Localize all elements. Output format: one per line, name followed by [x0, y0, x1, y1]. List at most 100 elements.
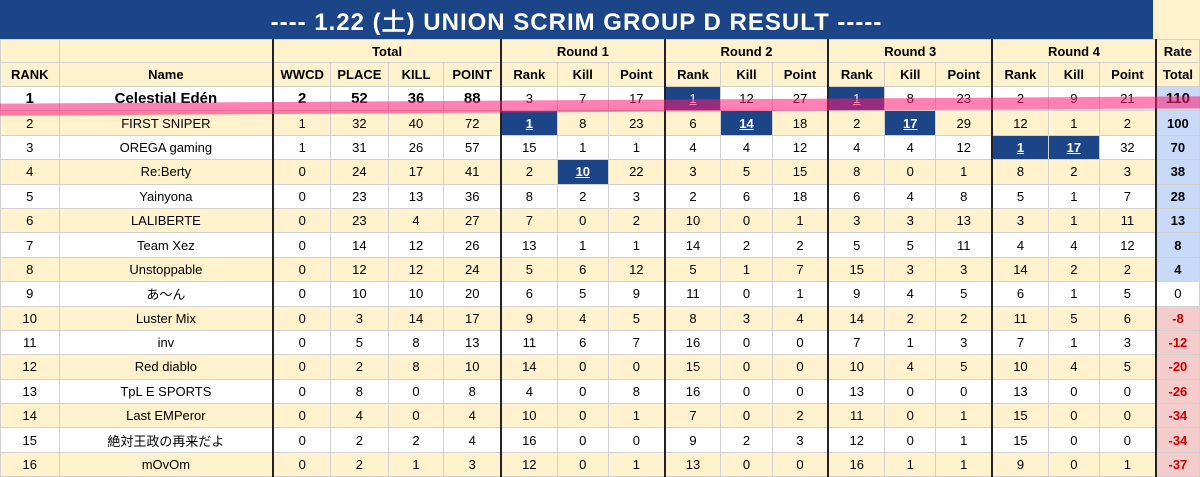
place-cell: 23 [330, 183, 389, 209]
round3-kill-cell: 3 [884, 207, 937, 234]
kill-cell: 0 [387, 378, 445, 405]
team-name-cell: Team Xez [58, 232, 274, 258]
round4-kill-cell: 1 [1047, 329, 1101, 356]
round4-point-cell: 0 [1099, 378, 1157, 405]
rate-total-cell: 38 [1154, 159, 1200, 185]
round2-kill-cell: 5 [720, 159, 773, 185]
round4-kill-cell: 0 [1047, 378, 1101, 405]
group-blank [58, 39, 274, 63]
rank-cell: 15 [0, 427, 60, 453]
col-r1-rank: Rank [499, 62, 558, 87]
round4-rank-cell: 2 [991, 85, 1049, 112]
round1-rank-cell: 11 [499, 329, 558, 356]
table-row: 8 Unstoppable 0 12 12 24 5 6 12 5 1 7 15 3 3 14 2 2 4 [0, 256, 1200, 283]
round3-kill-cell: 0 [884, 159, 937, 185]
round2-kill-cell: 6 [720, 183, 773, 209]
team-name-cell: inv [58, 329, 274, 356]
round3-rank-cell: 8 [827, 159, 886, 185]
round1-rank-cell: 13 [499, 232, 558, 258]
rank-cell: 3 [0, 134, 60, 161]
round4-point-cell: 7 [1099, 183, 1157, 209]
table-row: 15 絶対王政の再来だよ 0 2 2 4 16 0 0 9 2 3 12 0 1 15 0 0 -34 [0, 427, 1200, 453]
round1-kill-cell: 1 [556, 232, 609, 258]
round4-kill-cell: 17 [1047, 134, 1101, 161]
rank-cell: 9 [0, 281, 60, 307]
round3-point-cell: 11 [935, 232, 993, 258]
kill-cell: 12 [387, 256, 445, 283]
round3-rank-cell: 9 [827, 281, 886, 307]
rate-total-cell: -37 [1154, 451, 1200, 477]
rate-total-cell: -12 [1154, 329, 1200, 356]
round2-kill-cell: 0 [720, 207, 773, 234]
round3-kill-cell: 4 [884, 183, 937, 209]
group-header-row: Total Round 1 Round 2 Round 3 Round 4 Ra… [0, 39, 1200, 63]
round3-rank-cell: 6 [827, 183, 886, 209]
round3-kill-cell: 17 [884, 110, 937, 136]
round4-point-cell: 5 [1099, 281, 1157, 307]
round3-rank-cell: 16 [827, 451, 886, 477]
round4-point-cell: 5 [1099, 354, 1157, 380]
round1-kill-cell: 0 [556, 354, 609, 380]
team-name-cell: Last EMPeror [58, 403, 274, 429]
banner-filler [1153, 0, 1200, 39]
table-row: 3 OREGA gaming 1 31 26 57 15 1 1 4 4 12 4 4 12 1 17 32 70 [0, 134, 1200, 161]
round2-point-cell: 18 [771, 183, 829, 209]
wwcd-cell: 0 [272, 281, 332, 307]
team-name-cell: TpL E SPORTS [58, 378, 274, 405]
round3-kill-cell: 2 [884, 305, 937, 331]
round1-point-cell: 1 [607, 232, 666, 258]
point-cell: 3 [443, 451, 502, 477]
round2-kill-cell: 0 [720, 329, 773, 356]
round4-rank-cell: 11 [991, 305, 1049, 331]
col-r3-kill: Kill [884, 62, 937, 87]
round1-point-cell: 23 [607, 110, 666, 136]
round3-rank-cell: 11 [827, 403, 886, 429]
round1-point-cell: 17 [607, 85, 666, 112]
round2-kill-cell: 1 [720, 256, 773, 283]
round2-group-header: Round 2 [663, 39, 829, 63]
round4-rank-cell: 4 [991, 232, 1049, 258]
kill-cell: 2 [387, 427, 445, 453]
rate-total-cell: 0 [1154, 281, 1200, 307]
place-cell: 8 [330, 378, 389, 405]
round4-point-cell: 0 [1099, 403, 1157, 429]
round4-kill-cell: 1 [1047, 281, 1101, 307]
round1-rank-cell: 1 [499, 110, 558, 136]
page-title: ---- 1.22 (土) UNION SCRIM GROUP D RESULT… [0, 0, 1153, 39]
round3-kill-cell: 5 [884, 232, 937, 258]
wwcd-cell: 0 [272, 354, 332, 380]
wwcd-cell: 0 [272, 256, 332, 283]
point-cell: 17 [443, 305, 502, 331]
round4-kill-cell: 2 [1047, 256, 1101, 283]
round3-rank-cell: 13 [827, 378, 886, 405]
round1-rank-cell: 4 [499, 378, 558, 405]
round2-kill-cell: 0 [720, 281, 773, 307]
round1-point-cell: 9 [607, 281, 666, 307]
round1-point-cell: 1 [607, 134, 666, 161]
round2-rank-cell: 3 [663, 159, 722, 185]
round3-kill-cell: 0 [884, 403, 937, 429]
round3-point-cell: 5 [935, 354, 993, 380]
round3-point-cell: 5 [935, 281, 993, 307]
rate-total-cell: 28 [1154, 183, 1200, 209]
round1-rank-cell: 2 [499, 159, 558, 185]
round1-kill-cell: 7 [556, 85, 609, 112]
round1-point-cell: 7 [607, 329, 666, 356]
wwcd-cell: 0 [272, 403, 332, 429]
round4-kill-cell: 1 [1047, 207, 1101, 234]
rate-total-cell: 4 [1154, 256, 1200, 283]
round2-kill-cell: 4 [720, 134, 773, 161]
round4-rank-cell: 13 [991, 378, 1049, 405]
round3-point-cell: 1 [935, 427, 993, 453]
rank-cell: 10 [0, 305, 60, 331]
group-blank [0, 39, 60, 63]
col-r2-rank: Rank [663, 62, 722, 87]
round3-rank-cell: 14 [827, 305, 886, 331]
col-r1-kill: Kill [556, 62, 609, 87]
round2-rank-cell: 7 [663, 403, 722, 429]
point-cell: 26 [443, 232, 502, 258]
round3-rank-cell: 10 [827, 354, 886, 380]
col-r4-rank: Rank [991, 62, 1049, 87]
rate-group-header: Rate [1154, 39, 1200, 63]
round1-point-cell: 8 [607, 378, 666, 405]
